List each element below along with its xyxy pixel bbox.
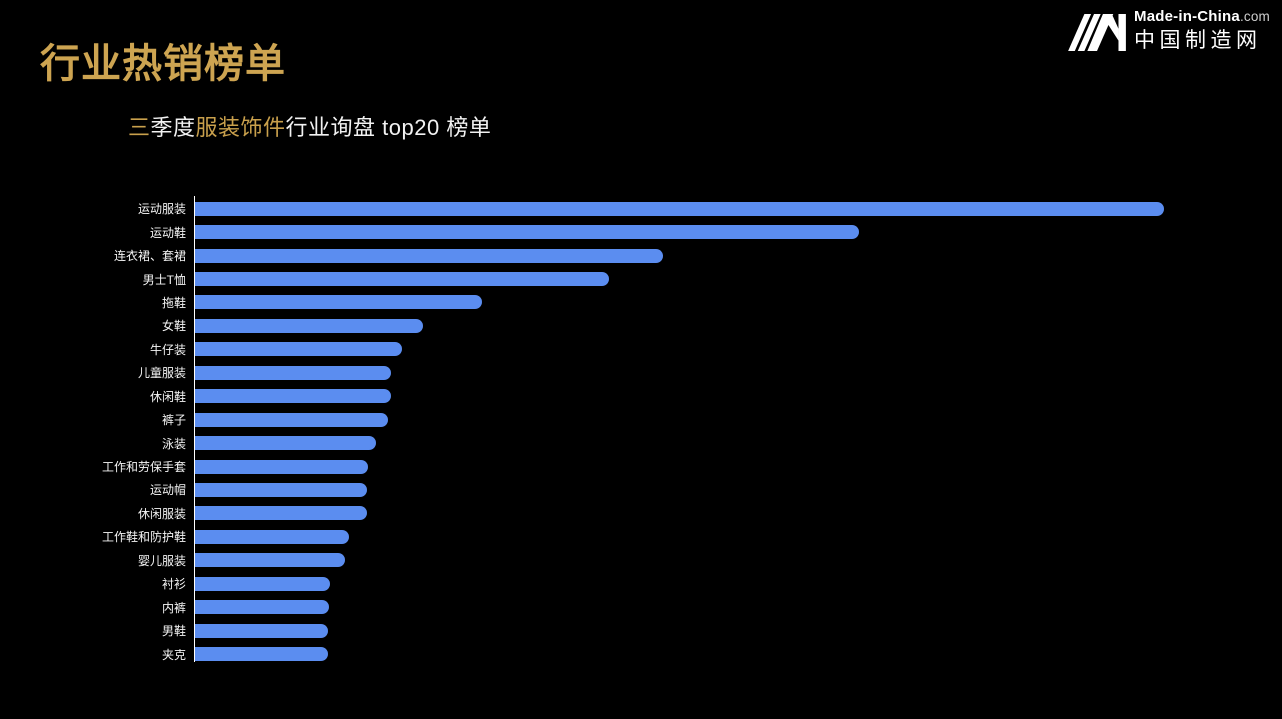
chart-row: 裤子 <box>36 408 1276 431</box>
brand-name-en: Made-in-China.com <box>1134 8 1270 25</box>
category-label: 休闲服装 <box>137 506 186 521</box>
chart-row: 男鞋 <box>36 619 1276 642</box>
subtitle: 三季度服装饰件行业询盘 top20 榜单 <box>128 112 491 144</box>
category-label: 拖鞋 <box>161 295 186 310</box>
chart-row: 拖鞋 <box>36 291 1276 314</box>
bar <box>195 318 423 333</box>
chart-row: 婴儿服装 <box>36 549 1276 572</box>
bar <box>195 295 482 310</box>
subtitle-segment: 服装饰件 <box>195 115 286 140</box>
bar <box>195 201 1164 216</box>
made-in-china-m-icon <box>1068 11 1126 51</box>
category-label: 婴儿服装 <box>137 553 186 568</box>
chart-row: 运动服装 <box>36 197 1276 220</box>
category-label: 休闲鞋 <box>149 389 186 404</box>
category-label: 运动鞋 <box>149 225 186 240</box>
chart-row: 衬衫 <box>36 572 1276 595</box>
category-label: 运动帽 <box>149 483 186 498</box>
category-label: 工作鞋和防护鞋 <box>101 530 186 545</box>
bar <box>195 600 329 615</box>
category-label: 衬衫 <box>161 577 186 592</box>
page-title: 行业热销榜单 <box>40 42 286 86</box>
category-label: 工作和劳保手套 <box>101 460 186 475</box>
chart-row: 女鞋 <box>36 314 1276 337</box>
bar <box>195 506 367 521</box>
category-label: 男鞋 <box>161 624 186 639</box>
chart-row: 泳装 <box>36 431 1276 454</box>
category-label: 女鞋 <box>161 319 186 334</box>
chart-row: 儿童服装 <box>36 361 1276 384</box>
chart-row: 牛仔装 <box>36 338 1276 361</box>
chart-row: 休闲鞋 <box>36 385 1276 408</box>
bar <box>195 529 349 544</box>
category-label: 牛仔装 <box>149 342 186 357</box>
bar <box>195 436 376 451</box>
category-label: 运动服装 <box>137 202 186 217</box>
brand-name-en-main: Made-in-China <box>1134 8 1240 25</box>
bar <box>195 248 663 263</box>
brand-logo-text: Made-in-China.com 中国制造网 <box>1134 8 1270 54</box>
chart-row: 连衣裙、套裙 <box>36 244 1276 267</box>
category-label: 泳装 <box>161 436 186 451</box>
category-label: 儿童服装 <box>137 366 186 381</box>
bar-chart: 运动服装运动鞋连衣裙、套裙男士T恤拖鞋女鞋牛仔装儿童服装休闲鞋裤子泳装工作和劳保… <box>36 195 1276 667</box>
chart-row: 休闲服装 <box>36 502 1276 525</box>
bar <box>195 272 609 287</box>
bar <box>195 623 328 638</box>
bar <box>195 576 330 591</box>
bar-rows: 运动服装运动鞋连衣裙、套裙男士T恤拖鞋女鞋牛仔装儿童服装休闲鞋裤子泳装工作和劳保… <box>36 197 1276 666</box>
category-label: 男士T恤 <box>142 272 186 287</box>
bar <box>195 365 391 380</box>
chart-row: 工作鞋和防护鞋 <box>36 525 1276 548</box>
category-label: 夹克 <box>161 647 186 662</box>
bar <box>195 553 345 568</box>
brand-name-en-suffix: .com <box>1239 9 1270 24</box>
chart-row: 男士T恤 <box>36 267 1276 290</box>
bar <box>195 459 368 474</box>
y-axis-line <box>193 196 195 662</box>
brand-name-cn: 中国制造网 <box>1134 29 1262 52</box>
chart-row: 内裤 <box>36 595 1276 618</box>
subtitle-segment: 季度 <box>150 115 196 140</box>
category-label: 连衣裙、套裙 <box>113 249 186 264</box>
chart-row: 运动鞋 <box>36 220 1276 243</box>
category-label: 内裤 <box>161 600 186 615</box>
bar <box>195 389 391 404</box>
chart-row: 夹克 <box>36 642 1276 665</box>
bar <box>195 342 402 357</box>
chart-row: 工作和劳保手套 <box>36 455 1276 478</box>
category-label: 裤子 <box>161 413 186 428</box>
bar <box>195 482 367 497</box>
bar <box>195 647 328 662</box>
brand-logo: Made-in-China.com 中国制造网 <box>1068 8 1270 54</box>
subtitle-segment: 行业询盘 top20 榜单 <box>285 115 492 140</box>
bar <box>195 412 388 427</box>
chart-row: 运动帽 <box>36 478 1276 501</box>
subtitle-segment: 三 <box>128 115 151 140</box>
bar <box>195 225 859 240</box>
